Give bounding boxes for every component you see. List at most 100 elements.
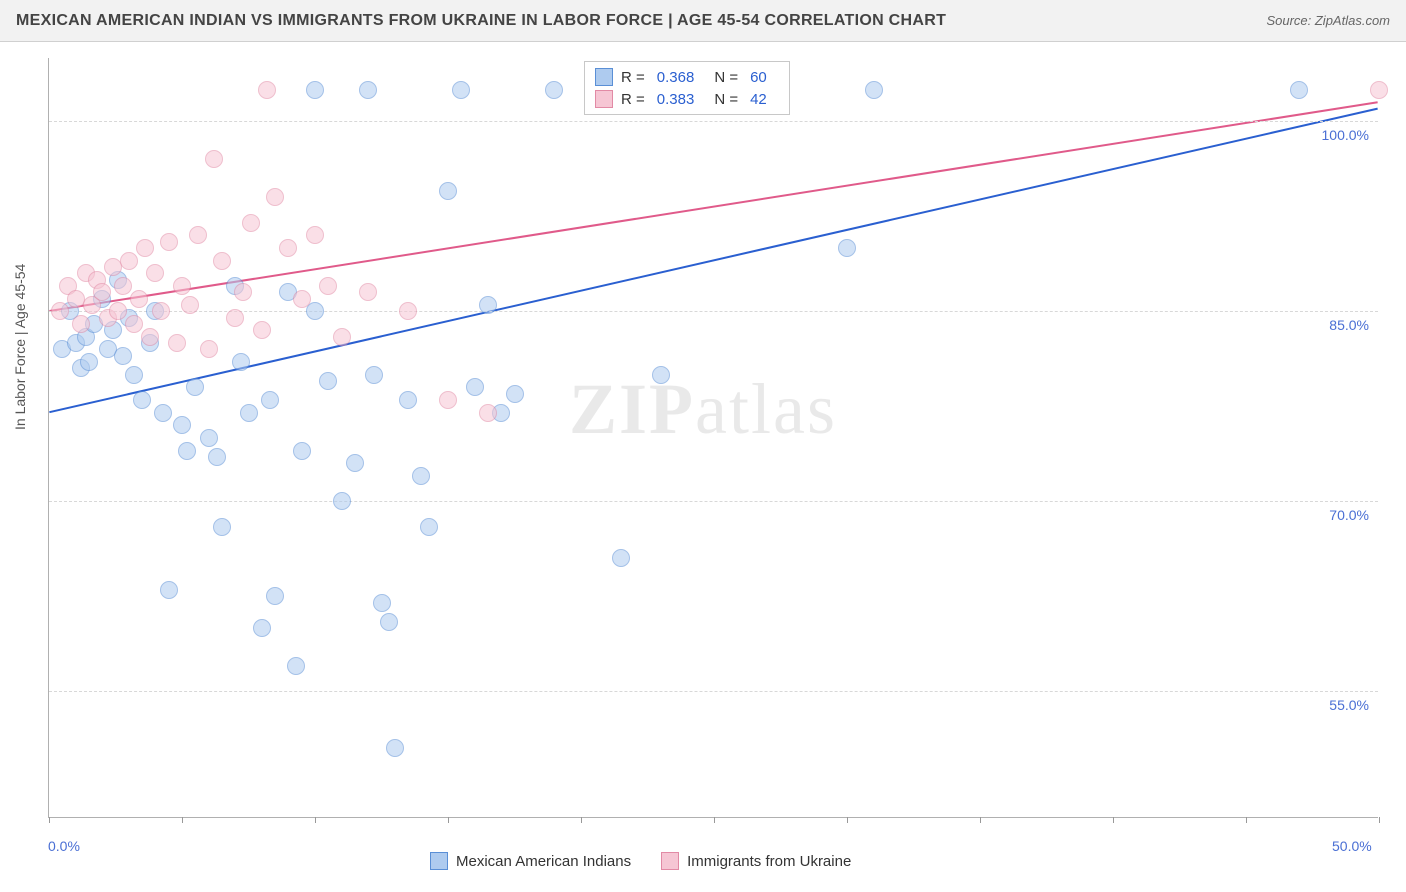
data-point [1290, 81, 1308, 99]
watermark: ZIPatlas [569, 368, 837, 451]
data-point [261, 391, 279, 409]
legend-row: R =0.368N =60 [595, 66, 779, 88]
data-point [452, 81, 470, 99]
r-label: R = [621, 91, 645, 108]
x-tick [1113, 817, 1114, 823]
y-tick-label: 55.0% [1309, 697, 1369, 713]
legend-item: Mexican American Indians [430, 852, 631, 870]
legend-swatch [430, 852, 448, 870]
x-tick [980, 817, 981, 823]
r-label: R = [621, 69, 645, 86]
data-point [173, 277, 191, 295]
x-tick [1379, 817, 1380, 823]
x-tick [847, 817, 848, 823]
data-point [266, 587, 284, 605]
data-point [213, 518, 231, 536]
data-point [146, 264, 164, 282]
data-point [865, 81, 883, 99]
n-value: 42 [750, 91, 767, 108]
data-point [420, 518, 438, 536]
n-label: N = [714, 91, 738, 108]
data-point [838, 239, 856, 257]
x-tick [315, 817, 316, 823]
data-point [359, 283, 377, 301]
legend-item: Immigrants from Ukraine [661, 852, 851, 870]
r-value: 0.368 [657, 69, 695, 86]
legend-swatch [595, 90, 613, 108]
data-point [120, 252, 138, 270]
data-point [545, 81, 563, 99]
series-name: Immigrants from Ukraine [687, 853, 851, 870]
data-point [479, 296, 497, 314]
data-point [189, 226, 207, 244]
data-point [359, 81, 377, 99]
data-point [253, 321, 271, 339]
gridline [49, 501, 1378, 502]
data-point [208, 448, 226, 466]
data-point [154, 404, 172, 422]
y-tick-label: 85.0% [1309, 317, 1369, 333]
data-point [333, 328, 351, 346]
trend-line [49, 109, 1377, 413]
data-point [319, 277, 337, 295]
data-point [258, 81, 276, 99]
data-point [399, 391, 417, 409]
data-point [652, 366, 670, 384]
legend-swatch [595, 68, 613, 86]
gridline [49, 691, 1378, 692]
data-point [232, 353, 250, 371]
data-point [168, 334, 186, 352]
title-bar: MEXICAN AMERICAN INDIAN VS IMMIGRANTS FR… [0, 0, 1406, 42]
data-point [114, 347, 132, 365]
trend-line [49, 102, 1377, 311]
data-point [93, 283, 111, 301]
data-point [130, 290, 148, 308]
data-point [466, 378, 484, 396]
data-point [125, 315, 143, 333]
data-point [319, 372, 337, 390]
data-point [80, 353, 98, 371]
trend-lines [49, 58, 1378, 817]
data-point [125, 366, 143, 384]
data-point [279, 239, 297, 257]
y-tick-label: 100.0% [1309, 127, 1369, 143]
data-point [109, 302, 127, 320]
data-point [173, 416, 191, 434]
y-axis-title: In Labor Force | Age 45-54 [12, 264, 28, 430]
x-tick [714, 817, 715, 823]
x-tick [182, 817, 183, 823]
data-point [72, 315, 90, 333]
series-name: Mexican American Indians [456, 853, 631, 870]
data-point [306, 81, 324, 99]
data-point [373, 594, 391, 612]
chart-title: MEXICAN AMERICAN INDIAN VS IMMIGRANTS FR… [16, 12, 946, 30]
plot-area: ZIPatlas R =0.368N =60R =0.383N =42 55.0… [48, 58, 1378, 818]
data-point [266, 188, 284, 206]
legend-swatch [661, 852, 679, 870]
legend-row: R = 0.383 N = 42 [595, 88, 779, 110]
data-point [293, 442, 311, 460]
data-point [439, 391, 457, 409]
data-point [479, 404, 497, 422]
x-tick-label: 0.0% [48, 838, 80, 854]
x-tick [581, 817, 582, 823]
data-point [253, 619, 271, 637]
data-point [114, 277, 132, 295]
data-point [152, 302, 170, 320]
data-point [506, 385, 524, 403]
data-point [612, 549, 630, 567]
data-point [287, 657, 305, 675]
r-value: 0.383 [657, 91, 695, 108]
data-point [213, 252, 231, 270]
data-point [380, 613, 398, 631]
data-point [399, 302, 417, 320]
legend-correlation: R =0.368N =60R =0.383N =42 [584, 61, 790, 115]
data-point [234, 283, 252, 301]
data-point [181, 296, 199, 314]
data-point [1370, 81, 1388, 99]
data-point [386, 739, 404, 757]
data-point [242, 214, 260, 232]
gridline [49, 311, 1378, 312]
data-point [346, 454, 364, 472]
data-point [160, 233, 178, 251]
